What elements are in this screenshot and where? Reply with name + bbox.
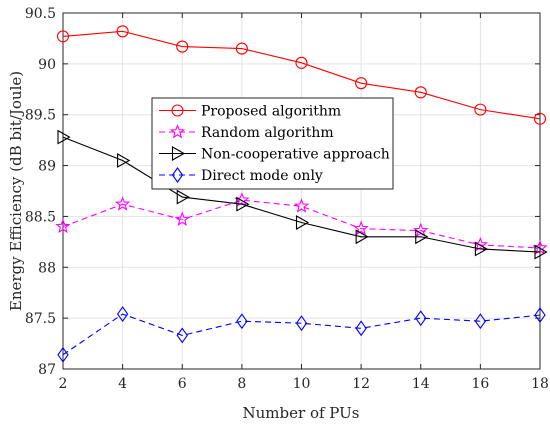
legend-item: Random algorithm — [159, 123, 334, 141]
data-point-marker — [355, 229, 369, 245]
series-line — [62, 313, 541, 356]
data-point-marker — [474, 313, 487, 330]
data-point-marker — [415, 229, 429, 245]
data-point-marker — [116, 25, 129, 38]
data-point-marker — [57, 129, 71, 145]
legend-label: Random algorithm — [201, 125, 334, 141]
data-point-marker — [55, 218, 71, 234]
x-tick-label: 14 — [412, 376, 430, 392]
x-tick-label: 6 — [178, 376, 187, 392]
data-point-marker — [295, 215, 310, 230]
data-point-marker — [474, 241, 488, 257]
legend-label: Proposed algorithm — [201, 104, 341, 120]
legend-item: Non-cooperative approach — [159, 146, 390, 163]
x-axis-label: Number of PUs — [243, 404, 360, 422]
legend-item: Direct mode only — [159, 167, 323, 184]
series-4 — [57, 306, 546, 363]
data-point-marker — [236, 196, 250, 212]
y-tick-label: 90.5 — [25, 6, 56, 22]
data-point-marker — [415, 310, 427, 327]
data-point-marker — [236, 313, 248, 330]
data-point-marker — [116, 306, 129, 323]
x-tick-label: 10 — [293, 376, 311, 392]
data-point-marker — [353, 220, 369, 236]
data-point-marker — [174, 211, 190, 226]
x-tick-label: 16 — [471, 376, 489, 392]
data-point-marker — [474, 103, 487, 116]
legend-item: Proposed algorithm — [159, 104, 341, 120]
series-1 — [56, 25, 547, 125]
y-tick-label: 87.5 — [25, 311, 56, 327]
data-point-marker — [235, 42, 248, 55]
y-tick-label: 88 — [38, 260, 56, 276]
data-point-marker — [534, 244, 548, 260]
series-line — [62, 30, 541, 120]
data-point-marker — [176, 189, 190, 205]
data-point-marker — [56, 30, 70, 43]
y-tick-label: 87 — [38, 362, 56, 378]
series-line — [62, 199, 541, 249]
data-point-marker — [414, 86, 427, 99]
data-point-marker — [114, 196, 131, 211]
y-tick-label: 88.5 — [25, 209, 56, 225]
x-tick-label: 2 — [59, 376, 68, 392]
data-point-marker — [355, 77, 368, 90]
series-group — [55, 25, 548, 363]
legend-label: Direct mode only — [201, 168, 323, 184]
legend-marker — [171, 146, 186, 161]
data-point-marker — [117, 153, 131, 168]
data-point-marker — [355, 320, 367, 337]
x-tick-label: 12 — [352, 376, 370, 392]
y-tick-label: 89.5 — [25, 108, 56, 124]
data-point-marker — [176, 327, 188, 344]
y-tick-label: 89 — [38, 159, 56, 175]
legend: Proposed algorithm Random algorithm Non-co… — [151, 97, 394, 190]
data-point-marker — [533, 112, 547, 125]
x-tick-label: 8 — [237, 376, 246, 392]
data-point-marker — [295, 56, 308, 69]
legend-label: Non-cooperative approach — [201, 147, 390, 163]
y-axis-label: Energy Efficiency (dB bit/Joule) — [7, 71, 25, 311]
axis-ticks: 2 4 6 8 10 12 14 16 18 87 87.5 88 88.5 89 89.5 90 90.5 — [25, 6, 549, 392]
data-point-marker — [57, 346, 69, 363]
series-3 — [57, 129, 548, 260]
data-point-marker — [295, 315, 308, 332]
x-tick-label: 4 — [118, 376, 127, 392]
data-point-marker — [176, 40, 189, 53]
legend-box — [151, 97, 394, 190]
legend-marker — [171, 167, 184, 183]
data-point-marker — [534, 307, 546, 324]
x-tick-label: 18 — [531, 376, 549, 392]
series-line — [62, 136, 541, 253]
legend-marker — [169, 123, 186, 139]
data-point-marker — [293, 198, 310, 213]
legend-marker — [171, 104, 184, 117]
y-tick-label: 90 — [38, 57, 56, 73]
